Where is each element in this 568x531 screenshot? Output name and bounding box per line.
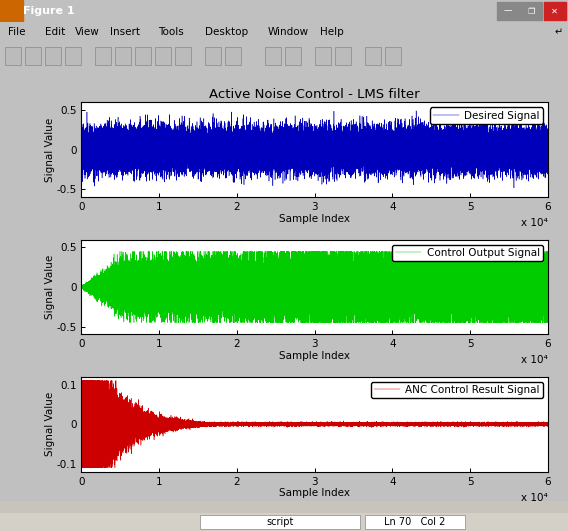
Title: Active Noise Control - LMS filter: Active Noise Control - LMS filter <box>210 88 420 101</box>
Text: File: File <box>8 27 26 37</box>
Bar <box>544 2 566 20</box>
Text: View: View <box>75 27 100 37</box>
Bar <box>315 47 331 65</box>
Text: Help: Help <box>320 27 344 37</box>
Bar <box>497 2 519 20</box>
Text: ❐: ❐ <box>527 6 535 15</box>
Text: ↵: ↵ <box>555 27 563 37</box>
Bar <box>95 47 111 65</box>
Text: —: — <box>504 6 512 15</box>
Bar <box>365 47 381 65</box>
Bar <box>0 0 23 22</box>
Y-axis label: Signal Value: Signal Value <box>45 392 55 456</box>
Bar <box>115 47 131 65</box>
X-axis label: Sample Index: Sample Index <box>279 213 350 224</box>
Bar <box>65 47 81 65</box>
X-axis label: Sample Index: Sample Index <box>279 351 350 361</box>
Bar <box>155 47 171 65</box>
Bar <box>520 2 542 20</box>
Text: ✕: ✕ <box>552 6 558 15</box>
Text: script: script <box>266 517 294 527</box>
Text: x 10⁴: x 10⁴ <box>521 493 548 503</box>
Text: Edit: Edit <box>45 27 65 37</box>
Text: Desktop: Desktop <box>205 27 248 37</box>
Bar <box>0 501 568 513</box>
Text: Insert: Insert <box>110 27 140 37</box>
Text: x 10⁴: x 10⁴ <box>521 355 548 365</box>
Bar <box>335 47 351 65</box>
Text: Figure 1: Figure 1 <box>23 6 74 16</box>
Bar <box>225 47 241 65</box>
Text: Tools: Tools <box>158 27 184 37</box>
Bar <box>285 47 301 65</box>
Legend: Desired Signal: Desired Signal <box>430 107 543 124</box>
Text: Ln 70   Col 2: Ln 70 Col 2 <box>385 517 446 527</box>
Bar <box>175 47 191 65</box>
Bar <box>265 47 281 65</box>
Text: x 10⁴: x 10⁴ <box>521 218 548 228</box>
Bar <box>0 513 568 531</box>
Y-axis label: Signal Value: Signal Value <box>45 118 55 182</box>
Bar <box>205 47 221 65</box>
Bar <box>45 47 61 65</box>
Legend: Control Output Signal: Control Output Signal <box>392 245 543 261</box>
Bar <box>385 47 401 65</box>
Bar <box>365 515 465 529</box>
Y-axis label: Signal Value: Signal Value <box>45 255 55 319</box>
Bar <box>5 47 21 65</box>
Legend: ANC Control Result Signal: ANC Control Result Signal <box>371 382 543 398</box>
Bar <box>135 47 151 65</box>
Bar <box>25 47 41 65</box>
X-axis label: Sample Index: Sample Index <box>279 488 350 498</box>
Bar <box>200 515 360 529</box>
Text: Window: Window <box>268 27 309 37</box>
